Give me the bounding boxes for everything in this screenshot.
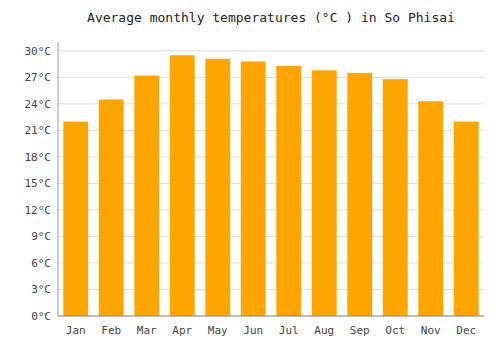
y-tick-label: 18°C [25,151,52,164]
y-axis-line [58,42,59,316]
bars [63,55,478,316]
chart-svg: Average monthly temperatures (°C ) in So… [0,0,500,350]
y-tick-label: 24°C [25,98,52,111]
x-tick-label: Oct [385,324,405,337]
y-tick-label: 3°C [31,283,51,296]
y-tick-label: 15°C [25,177,52,190]
x-tick-label: Apr [172,324,192,337]
x-tick-label: Sep [350,324,370,337]
bar [347,73,372,316]
chart-container: Average monthly temperatures (°C ) in So… [0,0,500,350]
x-tick-label: Nov [421,324,441,337]
bar [170,55,195,316]
bar [383,79,408,316]
bar [134,76,159,316]
x-tick-label: Jun [243,324,263,337]
y-tick-label: 12°C [25,204,52,217]
y-axis: 0°C 3°C 6°C 9°C 12°C 15°C 18°C 21°C 24°C 27°C 30°C [25,45,485,323]
bar [99,99,124,316]
x-tick-label: Dec [456,324,476,337]
title: Average monthly temperatures (°C ) in So… [87,10,455,25]
grid-line [58,316,484,317]
y-tick-label: 27°C [25,71,52,84]
x-tick-label: Aug [314,324,334,337]
bar [205,59,230,316]
bar [63,122,88,316]
bar [454,122,479,316]
bar [276,66,301,316]
x-axis: Jan Feb Mar Apr May Jun Jul Aug Sep Oct Nov Dec [66,324,476,337]
bar [312,70,337,316]
x-tick-label: Mar [137,324,157,337]
bar [418,101,443,316]
x-tick-label: May [208,324,228,337]
y-tick-label: 30°C [25,45,52,58]
grid-line [58,50,484,51]
bar [241,61,266,316]
x-tick-label: Feb [101,324,121,337]
y-tick-label: 9°C [31,230,51,243]
y-tick-label: 6°C [31,257,51,270]
x-tick-label: Jul [279,324,299,337]
y-tick-label: 0°C [31,310,51,323]
x-tick-label: Jan [66,324,86,337]
grid-line [58,77,484,78]
y-tick-label: 21°C [25,124,52,137]
x-axis-line [58,316,484,317]
